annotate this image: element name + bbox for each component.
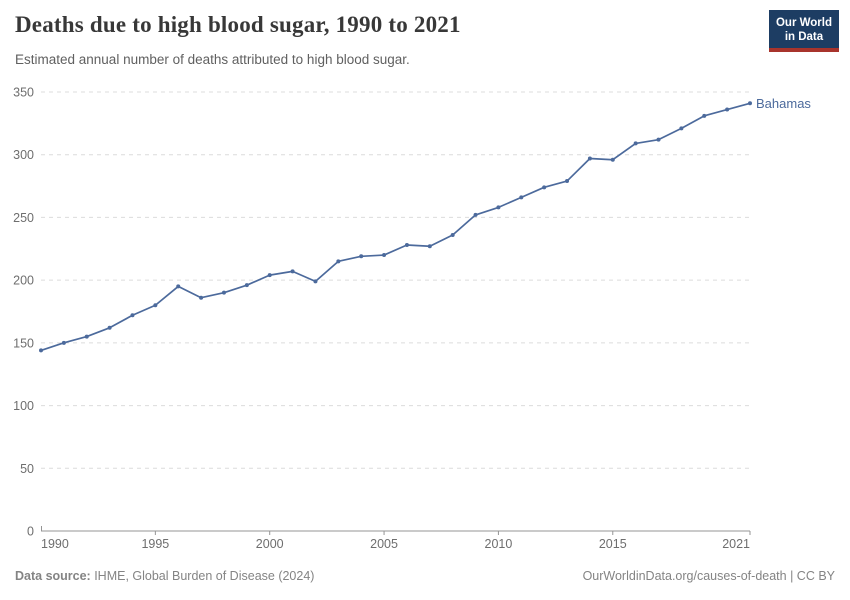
page-subtitle: Estimated annual number of deaths attrib… — [15, 52, 410, 67]
data-point — [748, 101, 752, 106]
data-point — [725, 107, 730, 112]
data-point — [313, 279, 318, 284]
data-point — [496, 205, 501, 210]
data-point — [244, 283, 249, 288]
data-point — [702, 113, 707, 118]
y-tick-label: 250 — [13, 211, 34, 225]
data-point — [450, 232, 455, 237]
owid-logo-line1: Our World — [775, 17, 832, 29]
y-tick-label: 50 — [20, 462, 34, 476]
data-point — [359, 254, 364, 259]
data-point — [61, 340, 66, 345]
data-point — [290, 269, 295, 274]
x-tick-label: 2010 — [485, 537, 513, 551]
x-tick-label: 1995 — [141, 537, 169, 551]
data-point — [610, 157, 615, 162]
data-point — [382, 253, 387, 258]
x-tick-label: 2015 — [599, 537, 627, 551]
data-point — [153, 303, 158, 308]
owid-logo: Our World in Data — [768, 10, 839, 53]
data-point — [107, 325, 112, 330]
data-point — [84, 334, 89, 339]
data-point — [336, 259, 341, 264]
data-source-label: Data source: — [15, 569, 91, 583]
data-point — [267, 273, 272, 278]
data-point — [39, 348, 43, 353]
x-tick-label: 2000 — [256, 537, 284, 551]
owid-logo-line2: in Data — [784, 31, 824, 44]
data-point — [656, 137, 661, 142]
data-point — [130, 313, 135, 318]
data-point — [519, 195, 524, 200]
data-point — [199, 295, 204, 300]
data-point — [679, 126, 684, 131]
data-point — [176, 284, 181, 289]
y-tick-label: 0 — [27, 525, 34, 539]
x-tick-label: 2005 — [370, 537, 398, 551]
data-point — [633, 141, 638, 146]
data-point — [221, 290, 226, 295]
data-point — [542, 185, 547, 190]
data-point — [473, 212, 478, 217]
y-tick-label: 300 — [13, 148, 34, 162]
data-point — [587, 156, 592, 161]
data-point — [565, 179, 570, 184]
credit-link[interactable]: OurWorldinData.org/causes-of-death | CC … — [582, 569, 835, 583]
y-tick-label: 200 — [13, 274, 34, 288]
data-point — [404, 243, 409, 248]
page-title: Deaths due to high blood sugar, 1990 to … — [15, 12, 461, 37]
x-tick-label: 2021 — [722, 537, 750, 551]
y-tick-label: 100 — [13, 399, 34, 413]
entity-label: Bahamas — [756, 96, 811, 111]
data-point — [427, 244, 432, 249]
y-tick-label: 150 — [13, 336, 34, 350]
series-line — [40, 102, 751, 352]
x-tick-label: 1990 — [41, 537, 69, 551]
data-source-text: IHME, Global Burden of Disease (2024) — [90, 569, 315, 583]
data-source-note: Data source: IHME, Global Burden of Dise… — [15, 569, 314, 583]
y-tick-label: 350 — [13, 86, 34, 100]
